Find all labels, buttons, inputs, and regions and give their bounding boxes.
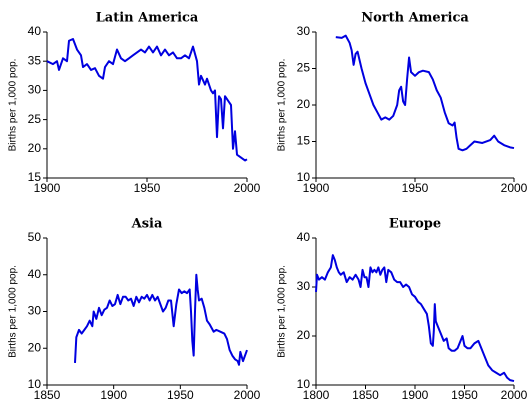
x-tick-label: 1850: [352, 388, 379, 402]
y-tick-label: 20: [28, 340, 42, 354]
y-tick-label: 40: [28, 24, 42, 38]
y-tick-label: 35: [28, 53, 42, 67]
y-tick-label: 30: [28, 83, 42, 97]
y-tick-label: 30: [297, 279, 311, 293]
x-tick-label: 2000: [234, 181, 261, 195]
data-line: [315, 254, 515, 383]
y-tick-label: 20: [297, 328, 311, 342]
x-tick-label: 1950: [134, 181, 161, 195]
y-tick-label: 15: [28, 170, 42, 184]
x-tick-label: 1900: [100, 388, 127, 402]
y-tick-label: 15: [297, 134, 311, 148]
y-axis-label: Births per 1,000 pop.: [277, 265, 288, 358]
y-tick-label: 30: [28, 304, 42, 318]
y-tick-label: 10: [28, 377, 42, 391]
x-tick-label: 2000: [234, 388, 261, 402]
data-line: [74, 273, 248, 366]
chart-title: Asia: [131, 217, 163, 232]
x-tick-label: 1950: [451, 388, 478, 402]
chart-title: Europe: [389, 217, 441, 232]
x-tick-label: 1950: [167, 388, 194, 402]
y-tick-label: 10: [297, 170, 311, 184]
y-tick-label: 20: [28, 141, 42, 155]
y-axis-label: Births per 1,000 pop.: [277, 59, 288, 152]
x-tick-label: 1800: [303, 388, 330, 402]
y-tick-label: 25: [28, 112, 42, 126]
x-tick-label: 1900: [303, 181, 330, 195]
y-tick-label: 20: [297, 97, 311, 111]
y-tick-label: 30: [297, 24, 311, 38]
y-tick-label: 40: [297, 230, 311, 244]
y-axis-label: Births per 1,000 pop.: [8, 265, 19, 358]
x-tick-label: 2000: [501, 388, 528, 402]
chart-title: Latin America: [96, 11, 199, 26]
y-axis-label: Births per 1,000 pop.: [8, 59, 19, 152]
x-tick-label: 1900: [34, 181, 61, 195]
y-tick-label: 40: [28, 267, 42, 281]
x-tick-label: 2000: [501, 181, 528, 195]
x-tick-label: 1900: [402, 388, 429, 402]
y-tick-label: 10: [297, 377, 311, 391]
data-line: [46, 38, 248, 162]
y-tick-label: 50: [28, 230, 42, 244]
y-tick-label: 25: [297, 61, 311, 75]
x-tick-label: 1950: [402, 181, 429, 195]
data-line: [335, 34, 515, 152]
x-tick-label: 1850: [34, 388, 61, 402]
chart-title: North America: [361, 11, 469, 26]
